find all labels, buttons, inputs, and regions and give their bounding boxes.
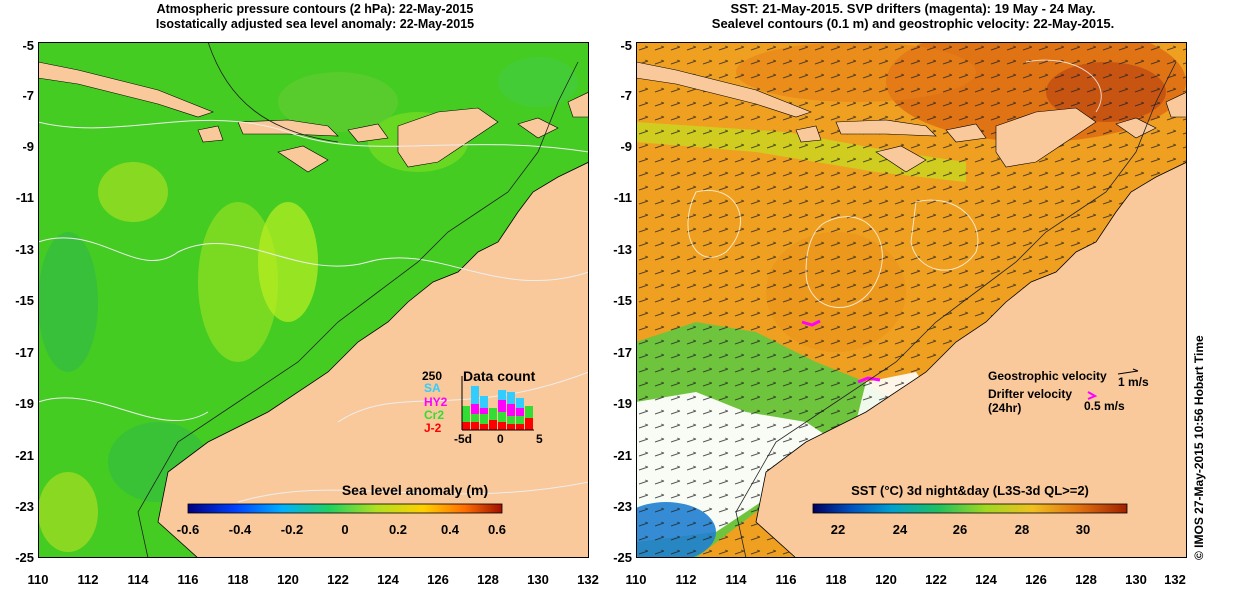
australia-land-sst: [755, 161, 1187, 558]
drifter-track: [857, 376, 881, 384]
y-tick: -23: [613, 499, 632, 514]
x-tick: 118: [227, 572, 249, 587]
right-title-line2: Sealevel contours (0.1 m) and geostrophi…: [711, 16, 1115, 31]
mission-label-hy2: HY2: [424, 395, 448, 409]
y-tick: -11: [15, 190, 34, 205]
x-tick: 130: [1125, 572, 1147, 587]
y-tick: -21: [613, 448, 632, 463]
data-count-bars: [462, 386, 533, 430]
x-tick: 114: [725, 572, 747, 587]
x-tick: 128: [477, 572, 499, 587]
x-tick: 132: [577, 572, 599, 587]
x-tick: 120: [277, 572, 299, 587]
y-tick: -19: [15, 396, 34, 411]
left-colorbar-tick: 0.4: [441, 522, 460, 537]
right-colorbar-tick: 22: [831, 522, 845, 537]
y-tick: -7: [22, 88, 34, 103]
drifter-track: [801, 319, 821, 327]
x-tick: 114: [127, 572, 149, 587]
left-map: [38, 42, 589, 558]
x-tick: 132: [1164, 572, 1186, 587]
x-tick: 110: [625, 572, 647, 587]
x-tick: 124: [377, 572, 399, 587]
y-tick: -15: [15, 293, 34, 308]
drifter-scale: 0.5 m/s: [1084, 399, 1125, 413]
mission-label-sa: SA: [424, 381, 441, 395]
x-tick: 116: [177, 572, 199, 587]
x-tick: 122: [327, 572, 349, 587]
right-colorbar-label: SST (°C) 3d night&day (L3S-3d QL>=2): [851, 483, 1089, 498]
right-title-line1: SST: 21-May-2015. SVP drifters (magenta)…: [730, 1, 1096, 16]
x-tick: 112: [675, 572, 697, 587]
x-tick: 122: [925, 572, 947, 587]
left-colorbar-tick: -0.4: [229, 522, 252, 537]
y-tick: -25: [613, 550, 632, 565]
left-colorbar-tick: 0: [341, 522, 348, 537]
left-colorbar-label: Sea level anomaly (m): [342, 482, 488, 498]
right-title: SST: 21-May-2015. SVP drifters (magenta)…: [638, 1, 1188, 31]
y-tick: -13: [613, 242, 632, 257]
right-colorbar-tick: 28: [1015, 522, 1029, 537]
right-map: [636, 42, 1187, 558]
left-colorbar-tick: 0.2: [389, 522, 407, 537]
data-count-max: 250: [422, 369, 442, 383]
left-title-line1: Atmospheric pressure contours (2 hPa): 2…: [156, 2, 474, 16]
y-tick: -21: [15, 448, 34, 463]
y-tick: -9: [22, 139, 34, 154]
left-colorbar: Sea level anomaly (m) -0.6 -0.4 -0.2 0 0…: [177, 482, 506, 537]
right-colorbar-tick: 24: [893, 522, 908, 537]
australia-land: [157, 161, 589, 558]
y-tick: -7: [620, 88, 632, 103]
y-tick: -11: [613, 190, 632, 205]
inset-tick-start: -5d: [454, 432, 472, 446]
x-tick: 116: [775, 572, 797, 587]
y-tick: -17: [15, 345, 34, 360]
inset-tick-zero: 0: [497, 432, 504, 446]
x-tick: 130: [527, 572, 549, 587]
y-tick: -5: [620, 38, 632, 53]
x-tick: 112: [77, 572, 99, 587]
x-tick: 118: [825, 572, 847, 587]
imos-credit: © IMOS 27-May-2015 10:56 Hobart Time: [1192, 335, 1206, 560]
data-count-title: Data count: [463, 368, 536, 384]
drifter-label-24hr: (24hr): [988, 401, 1021, 415]
y-tick: -5: [22, 38, 34, 53]
right-colorbar: SST (°C) 3d night&day (L3S-3d QL>=2) 22 …: [812, 483, 1128, 537]
x-tick: 124: [975, 572, 997, 587]
y-tick: -23: [15, 499, 34, 514]
x-tick: 128: [1075, 572, 1097, 587]
left-colorbar-tick: -0.6: [177, 522, 199, 537]
x-tick: 120: [875, 572, 897, 587]
inset-tick-end: 5: [536, 432, 543, 446]
geostrophic-scale: 1 m/s: [1118, 375, 1149, 389]
left-colorbar-tick: -0.2: [281, 522, 303, 537]
left-title-line2: Isostatically adjusted sea level anomaly…: [155, 17, 475, 31]
y-tick: -13: [15, 242, 34, 257]
x-tick: 110: [27, 572, 49, 587]
y-tick: -9: [620, 139, 632, 154]
y-tick: -15: [613, 293, 632, 308]
drifter-label: Drifter velocity: [988, 387, 1072, 401]
left-title: Atmospheric pressure contours (2 hPa): 2…: [40, 2, 590, 32]
left-colorbar-tick: 0.6: [488, 522, 506, 537]
y-tick: -25: [15, 550, 34, 565]
right-colorbar-tick: 30: [1076, 522, 1090, 537]
x-tick: 126: [427, 572, 449, 587]
right-colorbar-tick: 26: [953, 522, 967, 537]
mission-label-j2: J-2: [424, 421, 442, 435]
y-tick: -17: [613, 345, 632, 360]
data-count-inset: Data count 250 SA HY2 Cr2 J-2 -5d 0 5: [422, 368, 543, 446]
mission-label-cr2: Cr2: [424, 408, 444, 422]
geostrophic-label: Geostrophic velocity: [988, 369, 1107, 383]
velocity-legend: Geostrophic velocity 1 m/s Drifter veloc…: [988, 368, 1149, 415]
x-tick: 126: [1025, 572, 1047, 587]
y-tick: -19: [613, 396, 632, 411]
